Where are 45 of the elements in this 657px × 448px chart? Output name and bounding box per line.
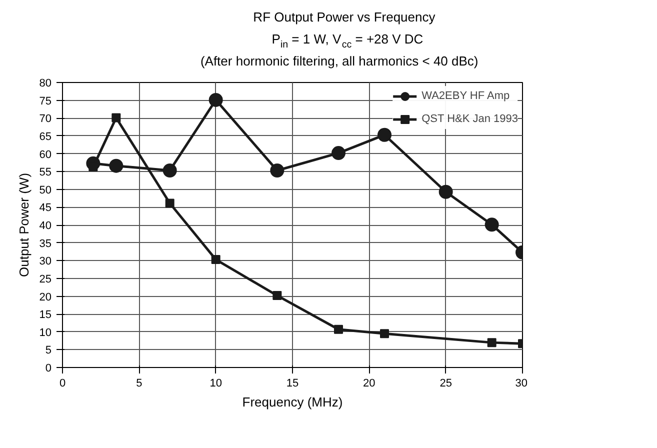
point	[165, 198, 174, 208]
y-tick-label: 40	[39, 220, 52, 232]
point	[484, 218, 499, 232]
y-tick-label: 50	[39, 184, 52, 196]
y-axis-title: Output Power (W)	[16, 172, 32, 278]
y-tick-label: 55	[39, 166, 52, 179]
point	[487, 338, 496, 348]
y-tick-label: 30	[39, 256, 52, 268]
y-tick-label: 20	[39, 291, 52, 304]
point	[109, 158, 124, 173]
point	[334, 324, 343, 334]
y-tick-label: 65	[39, 130, 52, 143]
point	[270, 164, 284, 178]
x-tick-label: 25	[440, 378, 452, 390]
legend-label: QST H&K Jan 1993	[422, 113, 518, 125]
x-tick-label: 10	[210, 378, 222, 390]
y-tick-label: 60	[39, 148, 52, 161]
x-tick-label: 5	[136, 378, 142, 390]
point	[211, 255, 220, 264]
x-tick-label: 20	[363, 378, 376, 390]
text: (After hormonic filtering, all harmonics < 40 dBc)	[200, 54, 478, 68]
point	[332, 146, 346, 160]
point	[380, 329, 389, 338]
y-tick-label: 75	[39, 95, 52, 108]
point	[378, 128, 392, 142]
point	[162, 164, 177, 178]
point	[208, 92, 223, 107]
x-tick-label: 0	[59, 378, 66, 390]
chart-title: RF Output Power vs Frequency	[253, 10, 436, 24]
y-tick-label: 10	[39, 326, 52, 339]
y-tick-label: 70	[39, 113, 52, 126]
y-tick-label: 5	[45, 344, 52, 357]
legend-label: WA2EBY HF Amp	[422, 90, 510, 102]
y-tick-label: 0	[45, 362, 52, 374]
y-tick-label: 80	[39, 78, 52, 90]
point	[438, 184, 453, 199]
y-tick-label: 15	[39, 309, 52, 322]
x-tick-label: 15	[286, 378, 299, 390]
point	[112, 113, 121, 122]
y-tick-label: 25	[39, 273, 52, 286]
point	[272, 291, 282, 300]
x-tick-label: 30	[515, 378, 528, 390]
y-tick-label: 35	[39, 238, 52, 250]
x-axis-title: Frequency (MHz)	[242, 394, 343, 410]
y-tick-label: 45	[39, 202, 52, 214]
